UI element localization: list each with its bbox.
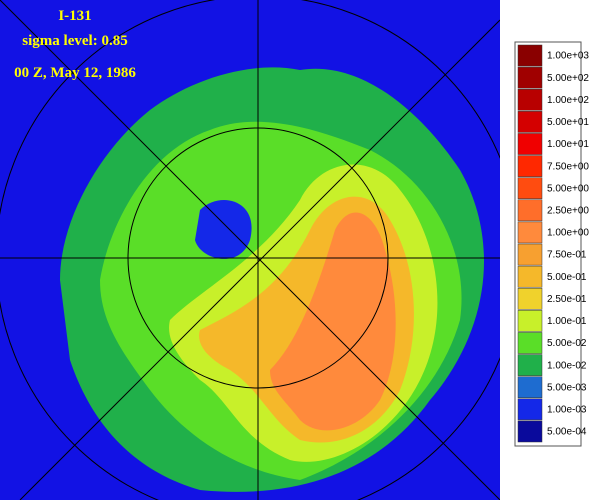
legend-label: 5.00e-04: [547, 427, 587, 438]
legend-swatch: [517, 420, 543, 443]
legend-swatch: [517, 398, 543, 421]
plume-gap: [195, 200, 252, 259]
legend-label: 5.00e+00: [547, 183, 589, 194]
legend-label: 2.50e-01: [547, 294, 587, 305]
legend-label: 1.00e-02: [547, 360, 587, 371]
title-block: I-131 sigma level: 0.85 00 Z, May 12, 19…: [14, 8, 136, 81]
legend-label: 5.00e-03: [547, 382, 587, 393]
legend-swatch: [517, 133, 543, 155]
legend-label: 1.00e-03: [547, 404, 587, 415]
legend-swatch: [517, 354, 543, 376]
legend-swatch: [517, 221, 543, 244]
legend-swatch: [517, 66, 543, 89]
legend-label: 1.00e+02: [547, 95, 589, 106]
title-line: sigma level: 0.85: [22, 33, 127, 49]
map: [0, 0, 500, 500]
legend-label: 1.00e-01: [547, 316, 587, 327]
legend-swatch: [517, 44, 543, 67]
legend-label: 2.50e+00: [547, 205, 589, 216]
legend-label: 7.50e-01: [547, 250, 587, 261]
legend-label: 1.00e+01: [547, 139, 589, 150]
legend-label: 5.00e-01: [547, 272, 587, 283]
graticule: [0, 0, 500, 500]
plume-core: [270, 212, 396, 431]
legend-swatch: [517, 332, 543, 354]
legend-label: 5.00e+02: [547, 73, 589, 84]
legend-label: 1.00e+03: [547, 51, 589, 62]
legend-swatch: [517, 199, 543, 222]
legend-swatch: [517, 111, 543, 133]
legend-swatch: [517, 310, 543, 332]
legend-swatch: [517, 88, 543, 111]
legend-label: 1.00e+00: [547, 228, 589, 239]
legend-label: 5.00e+01: [547, 117, 589, 128]
legend-swatch: [517, 265, 543, 288]
legend-swatch: [517, 243, 543, 266]
legend-label: 7.50e+00: [547, 161, 589, 172]
legend: 1.00e+03 5.00e+02 1.00e+02 5.00e+01 1.00e+01…: [517, 44, 589, 443]
legend-swatch: [517, 155, 543, 177]
legend-swatch: [517, 376, 543, 399]
title-line: 00 Z, May 12, 1986: [14, 65, 136, 81]
title-line: I-131: [58, 8, 91, 24]
legend-swatch: [517, 177, 543, 200]
legend-swatch: [517, 287, 543, 310]
legend-label: 5.00e-02: [547, 338, 587, 349]
